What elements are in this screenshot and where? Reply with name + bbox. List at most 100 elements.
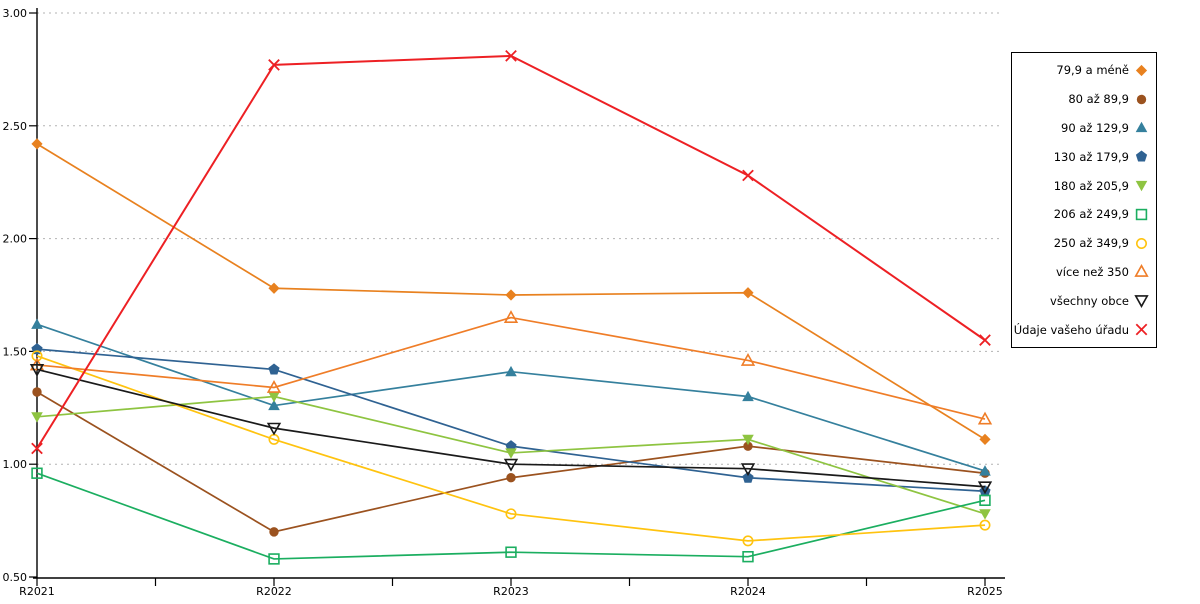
legend-item: 80 až 89,9 [1016, 85, 1149, 114]
legend-marker-icon [1135, 64, 1148, 76]
triangle-up-marker [977, 411, 993, 425]
square-marker [742, 550, 754, 563]
triangle-down-marker [742, 434, 754, 446]
legend-label: 250 až 349,9 [1053, 236, 1129, 251]
square-marker [979, 494, 991, 506]
diamond-marker [742, 287, 754, 299]
x-marker [1135, 323, 1148, 336]
diamond-marker [979, 433, 991, 445]
square-marker [31, 467, 43, 479]
circle-marker [979, 519, 991, 531]
series-line [36, 391, 986, 533]
triangle-down-marker [503, 458, 519, 472]
legend-marker-icon [1135, 122, 1148, 133]
y-tick-label: 2.00 [3, 233, 28, 246]
triangle-up-marker [266, 380, 282, 393]
legend-label: 79,9 a méně [1056, 63, 1129, 78]
x-marker [31, 442, 43, 455]
triangle-up-marker [268, 399, 280, 411]
legend-label: 206 až 249,9 [1053, 207, 1129, 222]
legend-item: 90 až 129,9 [1016, 114, 1149, 143]
triangle-up-marker [1135, 122, 1148, 133]
legend-item: všechny obce [1016, 286, 1149, 315]
legend-item: 250 až 349,9 [1016, 229, 1149, 258]
x-marker [742, 169, 754, 182]
triangle-up-marker [1134, 264, 1149, 278]
chart-legend: 79,9 a méně 80 až 89,9 90 až 129,9 130 až 1… [1011, 52, 1157, 348]
diamond-marker [31, 138, 43, 150]
square-marker [1135, 208, 1148, 221]
legend-item: Údaje vašeho úřadu [1013, 315, 1149, 344]
legend-label: 80 až 89,9 [1068, 92, 1129, 107]
y-tick-label: 1.50 [3, 345, 28, 358]
series-line [36, 472, 986, 560]
triangle-down-marker [1134, 295, 1149, 309]
legend-label: 130 až 179,9 [1053, 149, 1129, 164]
series-line [36, 368, 986, 488]
legend-item: 180 až 205,9 [1016, 171, 1149, 200]
legend-marker-icon [1135, 208, 1148, 221]
triangle-up-marker [503, 310, 519, 323]
x-marker [505, 50, 517, 62]
pentagon-marker [268, 363, 280, 375]
circle-marker [1136, 237, 1147, 249]
diamond-marker [268, 282, 280, 294]
triangle-down-marker [268, 391, 280, 403]
x-tick-label: R2023 [493, 585, 529, 598]
x-tick-label: R2025 [967, 585, 1003, 598]
legend-item: 130 až 179,9 [1016, 142, 1149, 171]
diamond-marker [505, 289, 517, 301]
triangle-down-marker [266, 422, 282, 436]
y-tick-label: 2.50 [3, 120, 28, 133]
triangle-down-marker [31, 412, 43, 423]
legend-marker-icon [1136, 237, 1147, 249]
triangle-up-marker [505, 365, 517, 377]
y-tick-label: 3.00 [3, 7, 28, 20]
legend-label: Údaje vašeho úřadu [1013, 322, 1129, 337]
x-tick-label: R2022 [256, 585, 292, 598]
legend-marker-icon [1134, 295, 1149, 309]
circle-marker [32, 387, 42, 397]
legend-item: 206 až 249,9 [1016, 200, 1149, 229]
series-line [36, 355, 986, 542]
series-line [36, 54, 986, 449]
legend-marker-icon [1135, 180, 1148, 192]
diamond-marker [1135, 64, 1148, 76]
triangle-down-marker [505, 448, 517, 459]
pentagon-marker [742, 471, 754, 483]
circle-marker [269, 527, 279, 537]
triangle-down-marker [740, 463, 756, 477]
y-tick-label: 0.50 [3, 571, 28, 584]
triangle-down-marker [977, 481, 993, 495]
x-marker [268, 59, 280, 71]
legend-label: všechny obce [1050, 293, 1129, 308]
x-tick-label: R2024 [730, 585, 766, 598]
triangle-up-marker [742, 390, 754, 402]
triangle-down-marker [1135, 180, 1148, 192]
x-tick-label: R2021 [19, 585, 55, 598]
square-marker [505, 546, 517, 558]
legend-label: 180 až 205,9 [1053, 178, 1129, 193]
pentagon-marker [1135, 150, 1148, 162]
circle-marker [505, 508, 517, 520]
triangle-up-marker [740, 352, 756, 366]
legend-marker-icon [1135, 323, 1148, 336]
circle-marker [743, 441, 753, 451]
legend-marker-icon [1135, 150, 1148, 162]
circle-marker [506, 473, 516, 483]
legend-label: více než 350 [1055, 264, 1129, 279]
circle-marker [742, 535, 754, 547]
legend-item: více než 350 [1016, 258, 1149, 287]
x-marker [979, 334, 991, 346]
legend-label: 90 až 129,9 [1061, 120, 1129, 135]
series-line [36, 316, 986, 420]
triangle-up-marker [31, 318, 43, 329]
triangle-up-marker [979, 465, 991, 476]
y-tick-label: 1.00 [3, 458, 28, 471]
legend-item: 79,9 a méně [1016, 56, 1149, 85]
square-marker [268, 553, 280, 565]
triangle-down-marker [29, 364, 45, 377]
legend-marker-icon [1134, 264, 1149, 278]
